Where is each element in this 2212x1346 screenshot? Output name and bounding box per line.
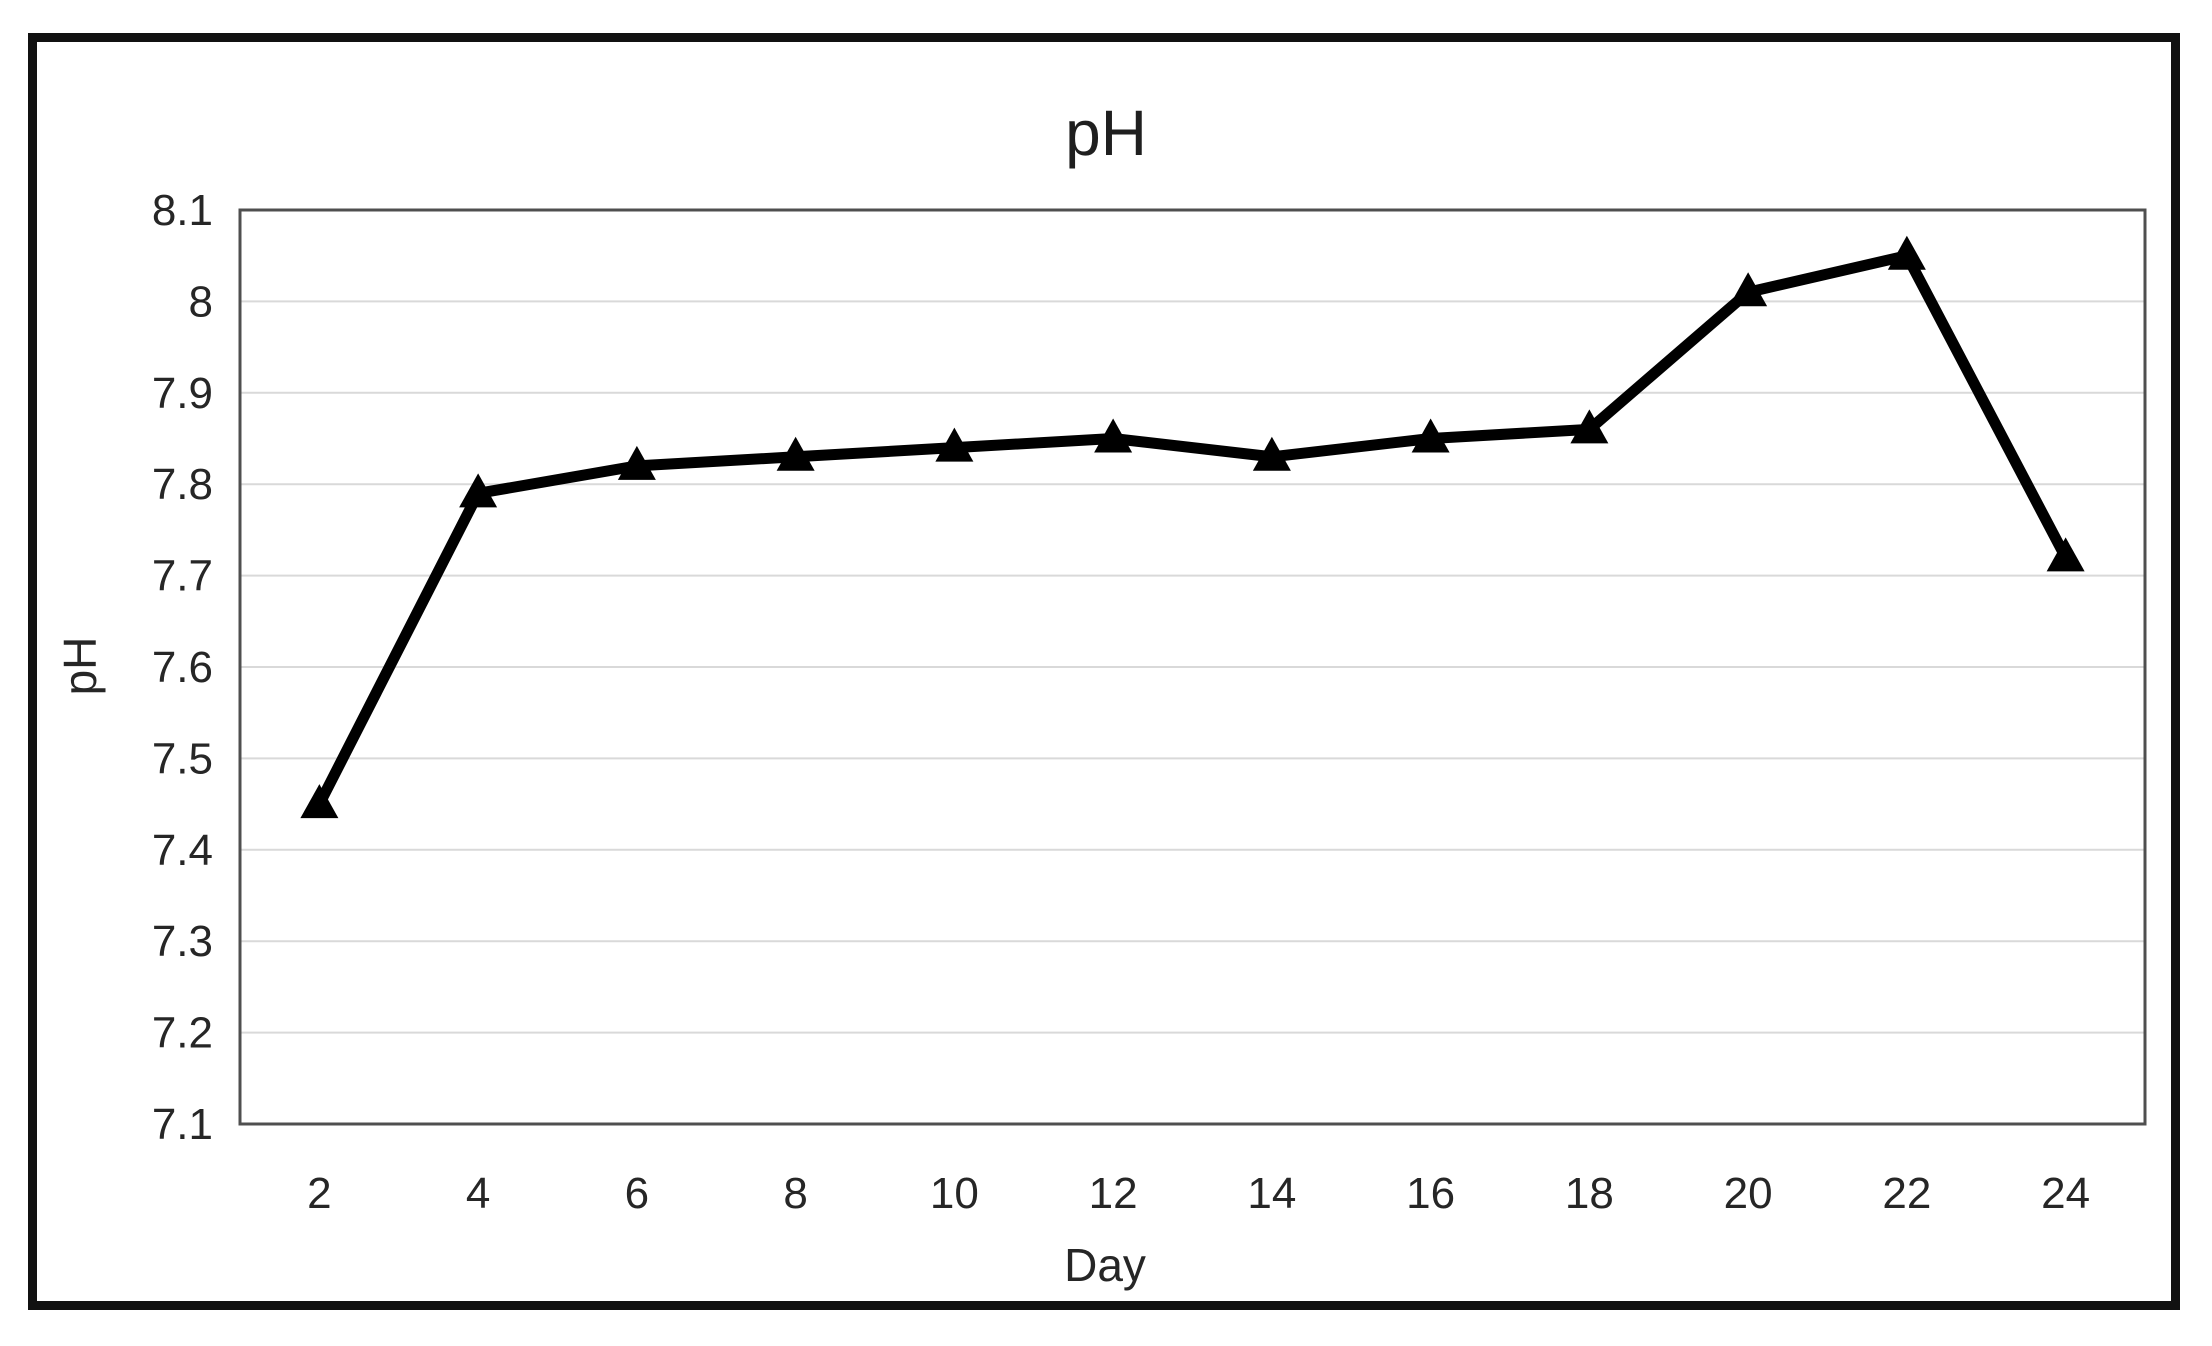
series-marker <box>1411 418 1450 453</box>
series-marker <box>2046 537 2085 572</box>
x-tick-label: 10 <box>930 1169 979 1218</box>
x-axis-title: Day <box>1064 1239 1146 1291</box>
x-tick-label: 4 <box>466 1169 490 1218</box>
series-marker <box>300 784 339 819</box>
x-tick-label: 8 <box>783 1169 807 1218</box>
series-marker <box>1887 235 1926 270</box>
series-marker <box>459 473 498 508</box>
x-tick-label: 24 <box>2041 1169 2090 1218</box>
y-tick-label: 7.7 <box>152 552 213 601</box>
y-tick-label: 7.8 <box>152 460 213 509</box>
y-tick-label: 7.1 <box>152 1100 213 1149</box>
y-tick-label: 7.2 <box>152 1009 213 1058</box>
chart-title: pH <box>1065 97 1147 169</box>
series-marker <box>1570 409 1609 444</box>
series-marker <box>1729 272 1768 307</box>
axis-frame <box>238 208 2147 1126</box>
x-tick-label: 14 <box>1247 1169 1296 1218</box>
x-tick-label: 2 <box>307 1169 331 1218</box>
y-tick-label: 7.9 <box>152 369 213 418</box>
series-marker <box>1252 436 1291 471</box>
series-marker <box>776 436 815 471</box>
series-marker <box>1094 418 1133 453</box>
series-line <box>313 250 2072 810</box>
y-tick-label: 7.6 <box>152 643 213 692</box>
series-marker <box>617 445 656 480</box>
x-tick-label: 20 <box>1724 1169 1773 1218</box>
x-tick-label: 22 <box>1882 1169 1931 1218</box>
y-tick-label: 7.3 <box>152 917 213 966</box>
y-tick-label: 7.4 <box>152 826 213 875</box>
x-tick-label: 16 <box>1406 1169 1455 1218</box>
y-tick-label: 7.5 <box>152 734 213 783</box>
x-tick-label: 12 <box>1089 1169 1138 1218</box>
x-tick-label: 6 <box>625 1169 649 1218</box>
y-tick-label: 8.1 <box>152 186 213 235</box>
series-marker <box>935 427 974 462</box>
y-tick-label: 8 <box>189 277 213 326</box>
x-tick-label: 18 <box>1565 1169 1614 1218</box>
y-axis-title: pH <box>54 636 106 696</box>
